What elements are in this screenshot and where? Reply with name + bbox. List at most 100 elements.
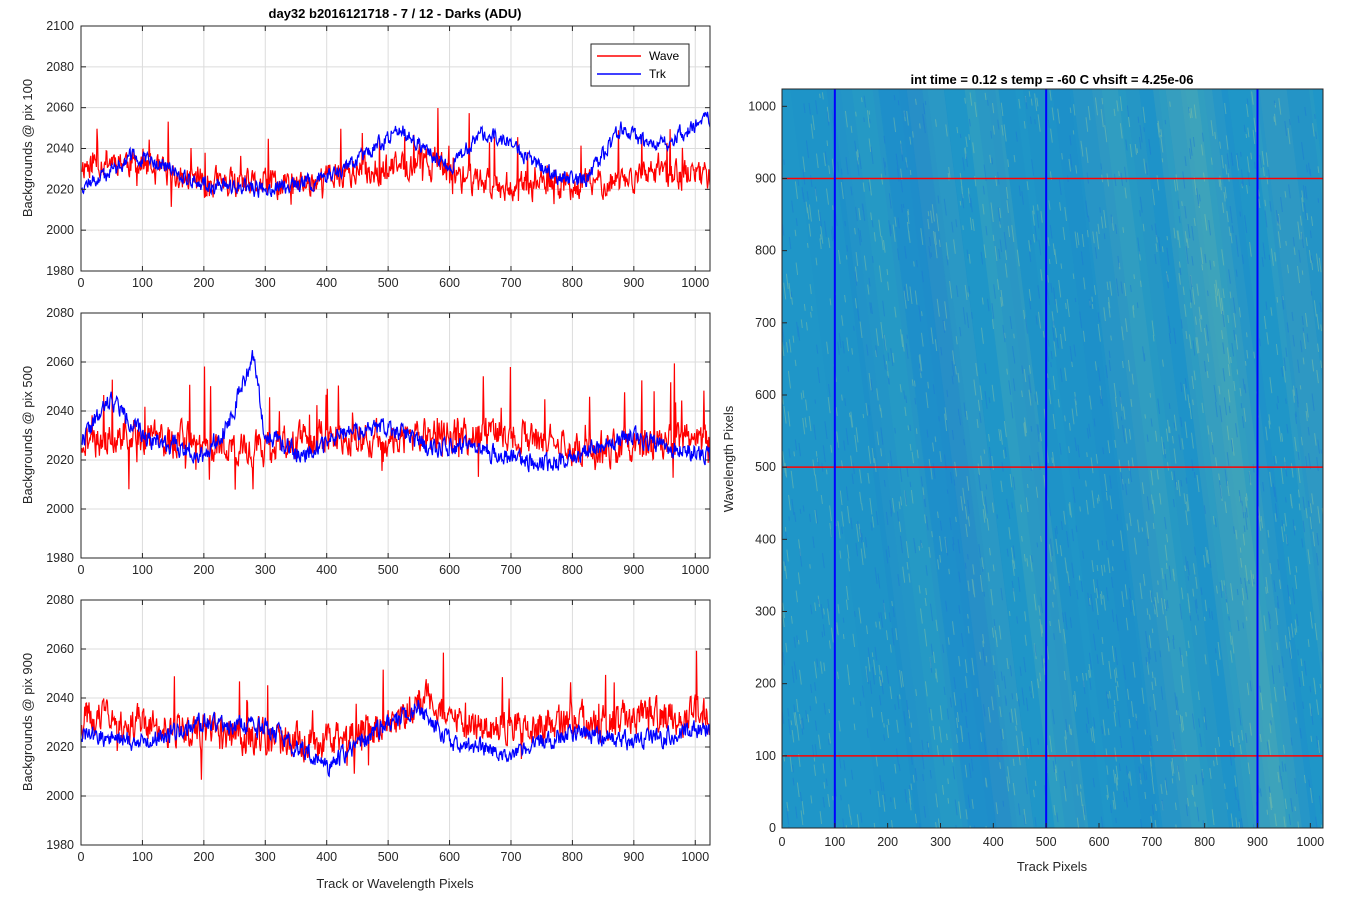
x-tick-label: 900	[1247, 835, 1268, 849]
x-tick-label: 100	[132, 563, 153, 577]
heatmap-band	[1165, 89, 1276, 828]
x-tick-label: 200	[193, 276, 214, 290]
y-tick-label: 900	[755, 171, 776, 185]
heatmap-title: int time = 0.12 s temp = -60 C vhsift = …	[911, 72, 1194, 87]
x-tick-label: 600	[439, 563, 460, 577]
x-tick-label: 0	[78, 563, 85, 577]
heatmap-band	[1203, 89, 1318, 828]
axes-frame	[80, 599, 711, 846]
line-panel-pix-500: Backgrounds @ pix 500 0 100 200 300 400 500 60…	[20, 306, 711, 577]
x-tick-label: 0	[78, 850, 85, 864]
heatmap-band	[1180, 89, 1312, 828]
y-tick-label: 2080	[46, 60, 74, 74]
legend: Wave Trk	[590, 43, 690, 87]
heatmap-band	[831, 89, 969, 828]
x-tick-label: 600	[1089, 835, 1110, 849]
x-tick-label: 1000	[1296, 835, 1324, 849]
legend-entry: Trk	[649, 67, 667, 81]
x-tick-label: 700	[501, 850, 522, 864]
y-tick-label: 2040	[46, 404, 74, 418]
x-tick-label: 800	[562, 563, 583, 577]
x-axis-label: Track or Wavelength Pixels	[316, 876, 474, 891]
heatmap-band	[872, 89, 1013, 828]
heatmap-texture	[782, 89, 1323, 828]
heatmap-band	[790, 89, 931, 828]
axes-frame	[80, 312, 711, 559]
x-tick-label: 400	[983, 835, 1004, 849]
x-tick-label: 300	[930, 835, 951, 849]
x-tick-label: 100	[824, 835, 845, 849]
series-line-wave	[81, 363, 710, 490]
y-tick-label: 2080	[46, 306, 74, 320]
series-line-trk	[81, 111, 710, 198]
x-tick-label: 1000	[681, 563, 709, 577]
x-tick-label: 200	[193, 850, 214, 864]
y-tick-label: 200	[755, 677, 776, 691]
heatmap-band	[1165, 89, 1302, 828]
heatmap-band	[1052, 89, 1192, 828]
y-tick-label: 2060	[46, 642, 74, 656]
x-tick-label: 500	[1036, 835, 1057, 849]
heatmap-band	[1152, 89, 1288, 828]
heatmap-streaks-high	[782, 90, 1323, 828]
y-tick-label: 2080	[46, 593, 74, 607]
y-tick-label: 600	[755, 388, 776, 402]
x-tick-label: 500	[378, 850, 399, 864]
x-tick-label: 1000	[681, 850, 709, 864]
heatmap-band	[1259, 89, 1323, 611]
heatmap-band	[1072, 89, 1208, 828]
x-tick-label: 800	[562, 276, 583, 290]
heatmap-streaks-low	[782, 95, 1323, 828]
x-tick-label: 100	[132, 276, 153, 290]
axes-frame	[781, 88, 1324, 829]
y-tick-label: 2040	[46, 142, 74, 156]
x-tick-label: 700	[501, 563, 522, 577]
y-tick-label: 1980	[46, 551, 74, 565]
x-tick-label: 400	[316, 850, 337, 864]
x-tick-label: 800	[562, 850, 583, 864]
y-tick-label: 0	[769, 821, 776, 835]
x-tick-label: 200	[877, 835, 898, 849]
x-tick-label: 700	[1141, 835, 1162, 849]
panel-title: day32 b2016121718 - 7 / 12 - Darks (ADU)	[269, 6, 522, 21]
x-tick-label: 500	[378, 276, 399, 290]
y-tick-label: 2000	[46, 223, 74, 237]
x-tick-label: 700	[501, 276, 522, 290]
x-tick-label: 800	[1194, 835, 1215, 849]
heatmap-band	[1255, 89, 1323, 640]
x-tick-label: 300	[255, 850, 276, 864]
x-tick-label: 100	[132, 850, 153, 864]
y-tick-label: 2040	[46, 691, 74, 705]
heatmap-band	[898, 89, 1018, 828]
x-tick-label: 600	[439, 276, 460, 290]
y-tick-label: 1980	[46, 838, 74, 852]
y-tick-label: 1000	[748, 99, 776, 113]
y-tick-label: 2060	[46, 101, 74, 115]
y-tick-label: 2000	[46, 789, 74, 803]
legend-entry: Wave	[649, 49, 680, 63]
x-tick-label: 0	[779, 835, 786, 849]
heatmap-band	[905, 89, 1035, 828]
heatmap-image	[782, 89, 1323, 828]
y-tick-label: 2020	[46, 182, 74, 196]
y-axis-label: Backgrounds @ pix 100	[20, 79, 35, 217]
x-tick-label: 900	[623, 850, 644, 864]
x-tick-label: 900	[623, 563, 644, 577]
heatmap-band	[964, 89, 1089, 828]
y-tick-label: 700	[755, 316, 776, 330]
y-tick-label: 2000	[46, 502, 74, 516]
series-line-trk	[81, 699, 710, 778]
x-tick-label: 400	[316, 563, 337, 577]
y-tick-label: 400	[755, 532, 776, 546]
y-tick-label: 100	[755, 749, 776, 763]
y-axis-label: Wavelength Pixels	[721, 405, 736, 512]
x-tick-label: 0	[78, 276, 85, 290]
y-tick-label: 2020	[46, 453, 74, 467]
y-tick-label: 1980	[46, 264, 74, 278]
series-line-trk	[81, 350, 710, 473]
heatmap-band	[906, 89, 1034, 828]
x-tick-label: 300	[255, 276, 276, 290]
x-tick-label: 900	[623, 276, 644, 290]
line-panel-pix-900: Backgrounds @ pix 900 Track or Wavelengt…	[20, 593, 711, 891]
y-tick-label: 2060	[46, 355, 74, 369]
